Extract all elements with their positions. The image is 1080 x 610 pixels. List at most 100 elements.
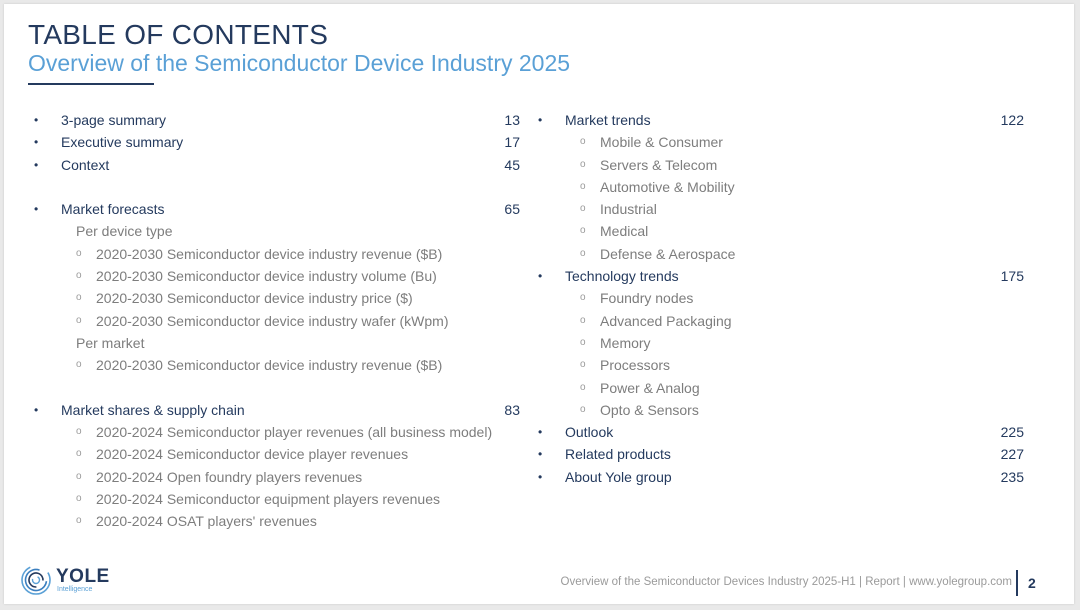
- toc-label: Automotive & Mobility: [600, 178, 735, 195]
- toc-label: Per market: [76, 334, 145, 351]
- sub-bullet-icon: o: [76, 359, 82, 371]
- toc-page-number: 235: [1000, 468, 1024, 485]
- sub-bullet-icon: o: [580, 403, 586, 415]
- toc-label: Market shares & supply chain: [61, 401, 245, 418]
- sub-bullet-icon: o: [580, 225, 586, 237]
- title-underline: [28, 83, 154, 85]
- footer-divider: [1016, 570, 1018, 596]
- toc-label: Opto & Sensors: [600, 401, 699, 418]
- toc-subitem[interactable]: o 2020-2030 Semiconductor device industry…: [34, 265, 520, 287]
- sub-bullet-icon: o: [580, 314, 586, 326]
- toc-page-number: 227: [1000, 446, 1024, 463]
- toc-label: Related products: [565, 446, 671, 463]
- toc-label: Medical: [600, 223, 649, 240]
- toc-section-related-products[interactable]: • Related products 227: [538, 443, 1024, 465]
- sub-bullet-icon: o: [580, 158, 586, 170]
- toc-label: 2020-2030 Semiconductor device industry …: [96, 290, 413, 307]
- toc-subitem[interactable]: o Advanced Packaging: [538, 310, 1024, 332]
- toc-subitem[interactable]: o Medical: [538, 220, 1024, 242]
- sub-bullet-icon: o: [580, 359, 586, 371]
- sub-bullet-icon: o: [580, 381, 586, 393]
- toc-section-about-yole-group[interactable]: • About Yole group 235: [538, 466, 1024, 488]
- sub-bullet-icon: o: [580, 203, 586, 215]
- toc-subitem[interactable]: o 2020-2030 Semiconductor device industry…: [34, 310, 520, 332]
- toc-subitem[interactable]: o Memory: [538, 332, 1024, 354]
- toc-subitem[interactable]: o 2020-2024 Open foundry players revenues: [34, 466, 520, 488]
- toc-section-3-page-summary[interactable]: • 3-page summary 13: [34, 109, 520, 131]
- toc-subitem[interactable]: o Industrial: [538, 198, 1024, 220]
- toc-label: About Yole group: [565, 468, 672, 485]
- toc-page-number: 17: [504, 134, 520, 151]
- toc-label: Servers & Telecom: [600, 156, 718, 173]
- toc-label: 2020-2030 Semiconductor device industry …: [96, 245, 443, 262]
- toc-label: Executive summary: [61, 134, 184, 151]
- toc-label: 2020-2024 OSAT players' revenues: [96, 513, 317, 530]
- toc-group-heading: Per market: [34, 332, 520, 354]
- toc-spacer: [34, 377, 520, 399]
- bullet-icon: •: [34, 135, 39, 150]
- toc-label: Memory: [600, 334, 651, 351]
- toc-label: 2020-2030 Semiconductor device industry …: [96, 268, 437, 285]
- toc-label: 2020-2024 Open foundry players revenues: [96, 468, 363, 485]
- sub-bullet-icon: o: [580, 292, 586, 304]
- toc-section-technology-trends[interactable]: • Technology trends 175: [538, 265, 1024, 287]
- bullet-icon: •: [538, 469, 543, 484]
- toc-subitem[interactable]: o Processors: [538, 354, 1024, 376]
- toc-subitem[interactable]: o 2020-2030 Semiconductor device industry…: [34, 287, 520, 309]
- sub-bullet-icon: o: [580, 180, 586, 192]
- toc-subitem[interactable]: o 2020-2030 Semiconductor device industry…: [34, 243, 520, 265]
- toc-subitem[interactable]: o Automotive & Mobility: [538, 176, 1024, 198]
- toc-subitem[interactable]: o 2020-2024 OSAT players' revenues: [34, 510, 520, 532]
- toc-section-context[interactable]: • Context 45: [34, 154, 520, 176]
- toc-subitem[interactable]: o Defense & Aerospace: [538, 243, 1024, 265]
- toc-label: Technology trends: [565, 268, 679, 285]
- toc-label: 2020-2024 Semiconductor device player re…: [96, 446, 409, 463]
- toc-subitem[interactable]: o 2020-2030 Semiconductor device industry…: [34, 354, 520, 376]
- toc-subitem[interactable]: o Foundry nodes: [538, 287, 1024, 309]
- yole-swirl-icon: [21, 565, 51, 595]
- toc-page-number: 13: [504, 112, 520, 128]
- toc-subitem[interactable]: o 2020-2024 Semiconductor device player r…: [34, 443, 520, 465]
- toc-page-number: 45: [504, 156, 520, 173]
- toc-label: Mobile & Consumer: [600, 134, 723, 151]
- bullet-icon: •: [538, 447, 543, 462]
- sub-bullet-icon: o: [76, 470, 82, 482]
- toc-subitem[interactable]: o 2020-2024 Semiconductor player revenues…: [34, 421, 520, 443]
- sub-bullet-icon: o: [76, 426, 82, 438]
- toc-label: Defense & Aerospace: [600, 245, 736, 262]
- toc-subitem[interactable]: o Opto & Sensors: [538, 399, 1024, 421]
- toc-left-column: • 3-page summary 13 • Executive summary 17 • Co…: [34, 109, 520, 533]
- toc-label: 2020-2024 Semiconductor player revenues …: [96, 424, 493, 441]
- toc-section-market-shares-supply-chain[interactable]: • Market shares & supply chain 83: [34, 399, 520, 421]
- toc-right-column: • Market trends 122 o Mobile & Consumer o Serv…: [538, 109, 1024, 488]
- toc-subitem[interactable]: o 2020-2024 Semiconductor equipment playe…: [34, 488, 520, 510]
- toc-section-executive-summary[interactable]: • Executive summary 17: [34, 131, 520, 153]
- page-title: TABLE OF CONTENTS: [28, 19, 329, 50]
- toc-subitem[interactable]: o Power & Analog: [538, 377, 1024, 399]
- sub-bullet-icon: o: [76, 292, 82, 304]
- toc-label: Market forecasts: [61, 201, 165, 218]
- toc-label: Outlook: [565, 424, 614, 441]
- sub-bullet-icon: o: [76, 314, 82, 326]
- toc-section-market-trends[interactable]: • Market trends 122: [538, 109, 1024, 131]
- sub-bullet-icon: o: [580, 136, 586, 148]
- sub-bullet-icon: o: [76, 270, 82, 282]
- sub-bullet-icon: o: [580, 247, 586, 259]
- sub-bullet-icon: o: [76, 493, 82, 505]
- toc-subitem[interactable]: o Mobile & Consumer: [538, 131, 1024, 153]
- yole-logo: YOLE Intelligence: [20, 564, 120, 598]
- sub-bullet-icon: o: [76, 515, 82, 527]
- toc-page-number: 122: [1000, 112, 1024, 128]
- page-subtitle: Overview of the Semiconductor Device Ind…: [28, 50, 571, 76]
- bullet-icon: •: [34, 202, 39, 217]
- bullet-icon: •: [34, 157, 39, 172]
- toc-label: 2020-2030 Semiconductor device industry …: [96, 312, 449, 329]
- toc-label: Context: [61, 156, 110, 173]
- toc-label: Power & Analog: [600, 379, 700, 396]
- toc-section-outlook[interactable]: • Outlook 225: [538, 421, 1024, 443]
- toc-subitem[interactable]: o Servers & Telecom: [538, 154, 1024, 176]
- bullet-icon: •: [538, 425, 543, 440]
- toc-section-market-forecasts[interactable]: • Market forecasts 65: [34, 198, 520, 220]
- toc-label: 2020-2030 Semiconductor device industry …: [96, 357, 443, 374]
- bullet-icon: •: [34, 113, 39, 127]
